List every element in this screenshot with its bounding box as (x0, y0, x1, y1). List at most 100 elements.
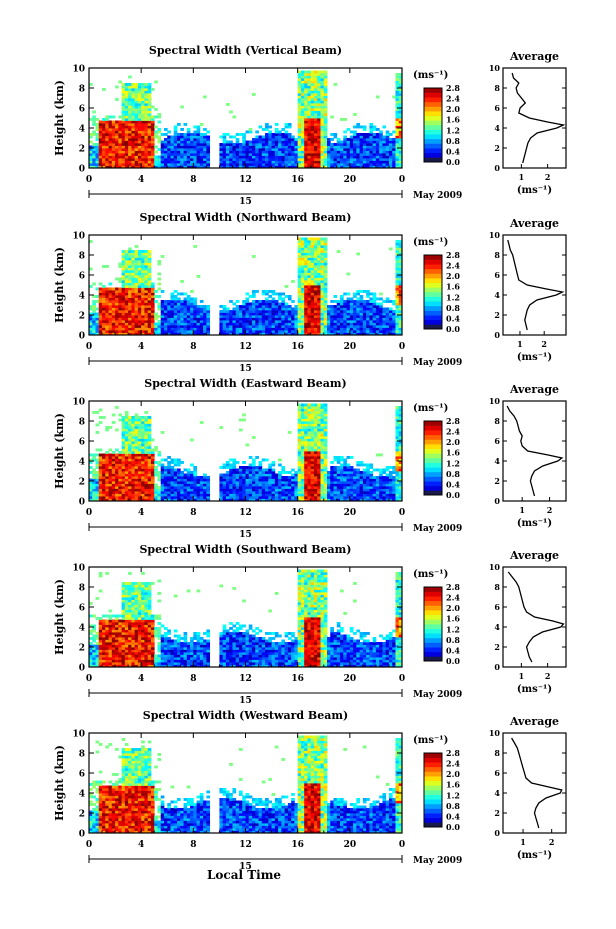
heatmap-cell (278, 498, 282, 502)
heatmap-cell (281, 153, 286, 156)
heatmap-cell (167, 466, 171, 469)
heatmap-cell (375, 155, 380, 159)
heatmap-cell (95, 461, 100, 464)
heatmap-cell (92, 165, 96, 169)
heatmap-cell (392, 325, 396, 328)
heatmap-cell (196, 153, 201, 156)
heatmap-cell (395, 155, 400, 159)
heatmap-cell (206, 155, 211, 159)
heatmap-cell (300, 240, 305, 243)
heatmap-cell (369, 297, 374, 301)
heatmap-cell (115, 406, 119, 409)
heatmap-cell (137, 496, 142, 499)
heatmap-cell (128, 451, 132, 454)
heatmap-cell (102, 468, 106, 472)
heatmap-cell (300, 267, 305, 271)
heatmap-cell (323, 93, 328, 96)
heatmap-cell (317, 165, 321, 169)
heatmap-cell (258, 160, 263, 164)
x-tick-label: 8 (190, 342, 196, 352)
heatmap-cell (232, 483, 237, 487)
heatmap-cell (203, 138, 207, 141)
heatmap-cell (128, 255, 132, 258)
heatmap-cell (137, 478, 142, 482)
heatmap-cell (102, 88, 106, 91)
heatmap-cell (177, 493, 181, 497)
heatmap-cell (398, 90, 403, 94)
heatmap-cell (310, 320, 315, 323)
heatmap-cell (199, 476, 204, 479)
heatmap-cell (398, 98, 403, 101)
heatmap-cell (235, 310, 240, 313)
heatmap-cell (134, 473, 139, 477)
heatmap-cell (199, 145, 204, 149)
heatmap-cell (382, 165, 387, 169)
heatmap-cell (203, 307, 207, 311)
heatmap-cell (300, 280, 305, 283)
heatmap-cell (366, 150, 370, 154)
heatmap-cell (385, 300, 390, 303)
heatmap-cell (330, 327, 334, 331)
heatmap-cell (177, 153, 181, 156)
heatmap-cell (102, 163, 106, 166)
heatmap-cell (278, 496, 282, 499)
heatmap-cell (131, 310, 136, 313)
x-tick-label: 12 (239, 342, 252, 352)
heatmap-cell (310, 118, 315, 121)
heatmap-cell (388, 150, 393, 154)
heatmap-cell (372, 312, 377, 316)
y-tick-label: 2 (79, 312, 85, 322)
heatmap-cell (343, 135, 347, 139)
heatmap-cell (310, 330, 315, 333)
heatmap-cell (190, 473, 194, 477)
heatmap-cell (353, 300, 357, 303)
heatmap-cell (95, 466, 100, 469)
heatmap-cell (297, 302, 302, 306)
heatmap-cell (203, 140, 207, 144)
heatmap-cell (278, 140, 282, 144)
heatmap-cell (300, 260, 305, 263)
colorbar-segment (424, 148, 442, 154)
heatmap-cell (102, 476, 106, 479)
heatmap-cell (225, 496, 230, 499)
heatmap-cell (111, 310, 116, 313)
heatmap-cell (111, 483, 116, 487)
heatmap-cell (121, 125, 126, 129)
heatmap-cell (320, 138, 325, 141)
heatmap-cell (369, 330, 374, 333)
heatmap-cell (118, 307, 122, 311)
heatmap-cell (134, 466, 139, 469)
heatmap-cell (167, 315, 171, 318)
heatmap-cell (154, 130, 158, 134)
heatmap-cell (255, 456, 259, 459)
colorbar-segment (424, 255, 442, 260)
heatmap-cell (255, 473, 259, 477)
heatmap-cell (160, 310, 165, 313)
heatmap-cell (144, 110, 149, 114)
heatmap-cell (170, 493, 175, 497)
heatmap-cell (193, 468, 197, 472)
heatmap-cell (333, 165, 338, 169)
heatmap-cell (225, 148, 230, 151)
heatmap-cell (255, 486, 259, 489)
heatmap-cell (173, 491, 178, 494)
heatmap-cell (333, 330, 338, 333)
heatmap-cell (196, 307, 201, 311)
heatmap-cell (229, 153, 233, 156)
heatmap-cell (134, 441, 139, 444)
heatmap-cell (154, 446, 158, 449)
heatmap-cell (320, 300, 325, 303)
heatmap-cell (137, 418, 142, 422)
heatmap-cell (323, 138, 328, 141)
heatmap-cell (379, 315, 383, 318)
heatmap-cell (124, 325, 129, 328)
heatmap-cell (173, 295, 178, 298)
heatmap-cell (170, 143, 175, 146)
heatmap-cell (278, 135, 282, 139)
heatmap-cell (186, 165, 191, 169)
heatmap-cell (95, 473, 100, 477)
heatmap-cell (124, 165, 129, 169)
heatmap-cell (229, 300, 233, 303)
heatmap-cell (177, 488, 181, 492)
heatmap-cell (92, 478, 96, 482)
